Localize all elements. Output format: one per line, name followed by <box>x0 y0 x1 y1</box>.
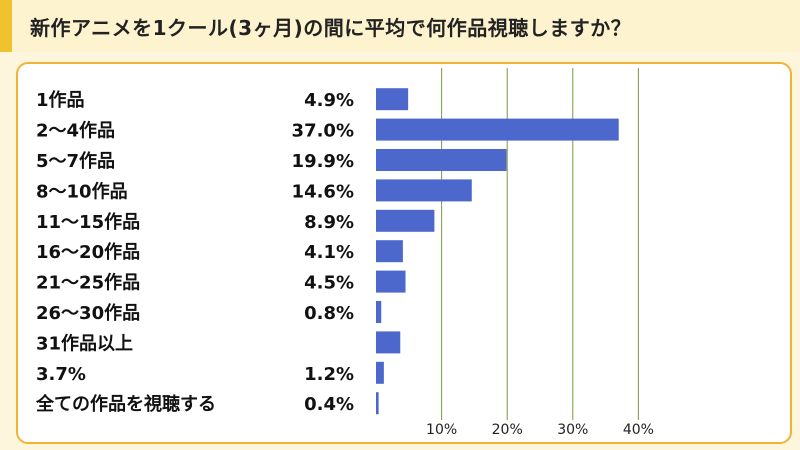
value-label: 4.9% <box>304 90 354 111</box>
bar <box>376 149 507 171</box>
chart-title: 新作アニメを1クール(3ヶ月)の間に平均で何作品視聴しますか？ <box>30 15 632 40</box>
bar <box>376 392 379 415</box>
category-label: 2〜4作品 <box>36 120 115 142</box>
category-label: 1作品 <box>36 89 85 111</box>
bar <box>376 88 409 111</box>
category-label: 26〜30作品 <box>36 302 140 324</box>
x-tick-label: 10% <box>426 422 457 438</box>
category-label: 11〜15作品 <box>36 211 140 233</box>
value-label: 14.6% <box>292 181 354 202</box>
category-label: 全ての作品を視聴する <box>35 393 216 415</box>
value-label: 0.8% <box>304 303 354 324</box>
category-label: 8〜10作品 <box>36 180 128 202</box>
value-label: 0.4% <box>304 394 354 415</box>
bar <box>376 240 403 263</box>
category-label: 3.7% <box>36 364 86 385</box>
chart-panel: 10% 20% 30% 40% 1作品 4.9% 2〜4作品 37.0% 5〜7作品 19.9% 8… <box>16 62 792 444</box>
category-label: 16〜20作品 <box>36 241 140 263</box>
category-label: 31作品以上 <box>36 332 133 354</box>
bar <box>376 331 401 354</box>
bar <box>376 301 382 323</box>
value-label: 4.5% <box>304 273 354 294</box>
value-label: 1.2% <box>304 364 354 385</box>
value-label: 8.9% <box>304 212 354 233</box>
bar <box>376 209 435 232</box>
bar <box>376 118 619 141</box>
x-tick-label: 20% <box>492 422 523 438</box>
x-tick-label: 30% <box>557 422 588 438</box>
title-bar: 新作アニメを1クール(3ヶ月)の間に平均で何作品視聴しますか？ <box>0 0 800 52</box>
category-label: 5〜7作品 <box>36 150 115 172</box>
x-tick-label: 40% <box>623 422 654 438</box>
bar <box>376 361 384 384</box>
bar-chart: 10% 20% 30% 40% 1作品 4.9% 2〜4作品 37.0% 5〜7作品 19.9% 8… <box>35 68 654 438</box>
bar <box>376 270 406 293</box>
value-label: 37.0% <box>292 121 354 142</box>
value-label: 4.1% <box>304 242 354 263</box>
value-label: 19.9% <box>292 151 354 172</box>
bar <box>376 179 472 202</box>
category-label: 21〜25作品 <box>36 272 140 294</box>
